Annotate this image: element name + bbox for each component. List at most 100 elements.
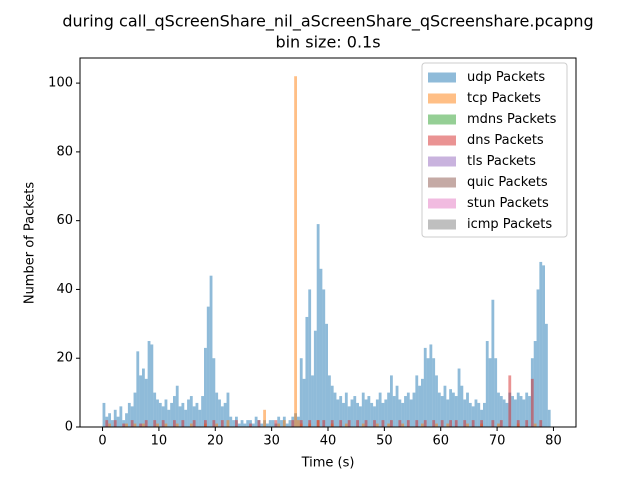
bar bbox=[319, 268, 323, 427]
bar bbox=[367, 396, 371, 427]
bar bbox=[237, 423, 241, 427]
bar bbox=[452, 392, 455, 427]
bar bbox=[395, 385, 399, 427]
bar bbox=[263, 409, 266, 427]
bar bbox=[246, 420, 250, 427]
bar bbox=[212, 420, 216, 427]
bar bbox=[313, 330, 317, 427]
bar bbox=[471, 420, 475, 427]
legend-swatch bbox=[428, 177, 456, 188]
bar bbox=[491, 299, 495, 427]
bar bbox=[542, 265, 545, 427]
bar bbox=[375, 423, 379, 427]
bar bbox=[113, 420, 117, 427]
bar bbox=[215, 392, 219, 427]
legend-label: tcp Packets bbox=[467, 91, 541, 106]
bar bbox=[268, 420, 272, 427]
bar bbox=[466, 392, 469, 427]
bar bbox=[184, 409, 188, 427]
bar bbox=[533, 423, 537, 427]
bar bbox=[218, 399, 221, 427]
y-tick-label: 20 bbox=[56, 351, 73, 366]
bar bbox=[344, 392, 348, 427]
bar bbox=[119, 406, 123, 427]
x-tick-label: 30 bbox=[263, 434, 280, 449]
bar bbox=[240, 420, 244, 427]
bar bbox=[111, 420, 114, 427]
bar bbox=[536, 289, 540, 427]
bar bbox=[370, 402, 374, 427]
bar bbox=[116, 416, 120, 427]
bar bbox=[161, 406, 165, 427]
bar bbox=[398, 420, 402, 427]
bar bbox=[170, 402, 173, 427]
bar bbox=[173, 396, 176, 427]
bar bbox=[480, 409, 483, 427]
bar bbox=[415, 375, 419, 427]
bar bbox=[502, 399, 506, 427]
bar bbox=[130, 420, 134, 427]
bar bbox=[418, 385, 421, 427]
bar bbox=[353, 396, 357, 427]
bar bbox=[435, 423, 438, 427]
bar bbox=[494, 358, 498, 427]
bar bbox=[499, 420, 503, 427]
bars bbox=[102, 76, 551, 427]
bar bbox=[421, 378, 424, 427]
bar bbox=[175, 423, 179, 427]
bar bbox=[344, 423, 348, 427]
legend-label: dns Packets bbox=[467, 133, 544, 148]
bar bbox=[505, 402, 509, 427]
bar bbox=[443, 385, 447, 427]
x-tick-label: 40 bbox=[320, 434, 337, 449]
bar bbox=[406, 420, 410, 427]
bar bbox=[449, 389, 452, 427]
bar bbox=[204, 347, 207, 427]
bar bbox=[297, 420, 300, 427]
bar bbox=[133, 423, 137, 427]
bar bbox=[316, 420, 320, 427]
bar bbox=[356, 402, 359, 427]
bar bbox=[136, 351, 140, 427]
bar bbox=[316, 224, 320, 427]
bar bbox=[198, 409, 202, 427]
bar bbox=[226, 392, 230, 427]
bar bbox=[485, 341, 489, 427]
bar bbox=[322, 420, 326, 427]
legend-label: quic Packets bbox=[467, 175, 548, 190]
bar bbox=[105, 420, 109, 427]
bar bbox=[271, 420, 275, 427]
bar bbox=[432, 420, 436, 427]
bar bbox=[387, 423, 390, 427]
bar bbox=[164, 399, 168, 427]
legend-label: mdns Packets bbox=[467, 112, 557, 127]
bar bbox=[325, 323, 328, 427]
bar bbox=[232, 420, 235, 427]
bar bbox=[142, 423, 145, 427]
bar bbox=[229, 416, 233, 427]
legend-label: icmp Packets bbox=[467, 217, 552, 232]
bar bbox=[401, 402, 405, 427]
bar bbox=[426, 358, 430, 427]
bar bbox=[212, 358, 216, 427]
bar bbox=[139, 423, 142, 427]
bar bbox=[401, 423, 405, 427]
bar bbox=[463, 420, 467, 427]
bar bbox=[381, 420, 385, 427]
bar bbox=[519, 396, 523, 427]
bar bbox=[122, 423, 126, 427]
bar bbox=[195, 402, 199, 427]
bar bbox=[181, 402, 185, 427]
bar bbox=[342, 402, 345, 427]
bar bbox=[161, 420, 165, 427]
bar bbox=[333, 392, 337, 427]
bar bbox=[468, 402, 472, 427]
bar bbox=[545, 323, 548, 427]
bar bbox=[130, 406, 134, 427]
bar bbox=[299, 420, 303, 427]
bar bbox=[497, 392, 500, 427]
bar bbox=[339, 396, 343, 427]
bar bbox=[330, 385, 334, 427]
bar bbox=[189, 396, 193, 427]
bar bbox=[254, 416, 258, 427]
